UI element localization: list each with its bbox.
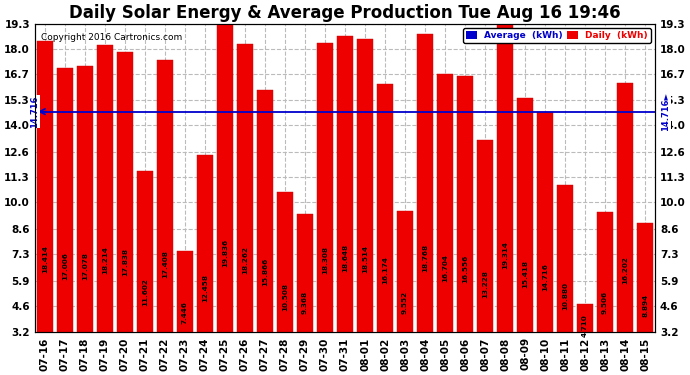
Text: 18.414: 18.414 xyxy=(42,246,48,273)
Text: 18.262: 18.262 xyxy=(242,246,248,274)
Bar xyxy=(257,90,273,333)
Text: 9.506: 9.506 xyxy=(602,291,608,314)
Bar xyxy=(577,303,593,333)
Bar xyxy=(617,83,633,333)
Text: 7.446: 7.446 xyxy=(182,301,188,324)
Text: Copyright 2016 Cartronics.com: Copyright 2016 Cartronics.com xyxy=(41,33,182,42)
Bar xyxy=(157,60,173,333)
Text: 14.716: 14.716 xyxy=(542,263,548,291)
Bar xyxy=(297,214,313,333)
Text: 18.768: 18.768 xyxy=(422,244,428,272)
Text: 16.174: 16.174 xyxy=(382,256,388,284)
Bar xyxy=(177,251,193,333)
Text: 16.202: 16.202 xyxy=(622,256,628,284)
Text: 18.648: 18.648 xyxy=(342,244,348,273)
Bar xyxy=(497,24,513,333)
Bar xyxy=(317,43,333,333)
Text: 17.408: 17.408 xyxy=(162,251,168,278)
Bar xyxy=(197,155,213,333)
Text: 19.314: 19.314 xyxy=(502,241,508,269)
Bar xyxy=(77,66,93,333)
Text: 17.838: 17.838 xyxy=(122,248,128,276)
Text: 18.514: 18.514 xyxy=(362,245,368,273)
Text: 11.602: 11.602 xyxy=(142,278,148,306)
Bar xyxy=(557,185,573,333)
Text: 16.556: 16.556 xyxy=(462,254,468,283)
Bar xyxy=(277,192,293,333)
Bar xyxy=(57,68,73,333)
Text: 13.228: 13.228 xyxy=(482,270,488,298)
Text: 9.552: 9.552 xyxy=(402,291,408,314)
Bar xyxy=(97,45,113,333)
Text: 10.508: 10.508 xyxy=(282,284,288,311)
Bar xyxy=(597,211,613,333)
Text: 8.894: 8.894 xyxy=(642,294,648,317)
Text: 14.716►: 14.716► xyxy=(661,92,670,131)
Text: 14.716: 14.716 xyxy=(30,95,39,128)
Text: 17.078: 17.078 xyxy=(82,252,88,280)
Text: 16.704: 16.704 xyxy=(442,254,448,282)
Text: 10.880: 10.880 xyxy=(562,282,568,310)
Text: 12.458: 12.458 xyxy=(202,274,208,302)
Bar xyxy=(417,34,433,333)
Text: 9.368: 9.368 xyxy=(302,291,308,315)
Bar xyxy=(637,223,653,333)
Text: 18.214: 18.214 xyxy=(102,246,108,274)
Bar xyxy=(517,98,533,333)
Text: 17.006: 17.006 xyxy=(62,252,68,280)
Bar xyxy=(357,39,373,333)
Text: 15.418: 15.418 xyxy=(522,260,528,288)
Bar xyxy=(337,36,353,333)
Bar xyxy=(477,140,493,333)
Text: 18.308: 18.308 xyxy=(322,246,328,274)
Title: Daily Solar Energy & Average Production Tue Aug 16 19:46: Daily Solar Energy & Average Production … xyxy=(69,4,621,22)
Bar xyxy=(397,211,413,333)
Bar xyxy=(137,171,153,333)
Text: 4.710: 4.710 xyxy=(582,314,588,337)
Bar xyxy=(237,44,253,333)
Legend: Average  (kWh), Daily  (kWh): Average (kWh), Daily (kWh) xyxy=(463,28,651,43)
Bar xyxy=(457,76,473,333)
Bar xyxy=(117,52,133,333)
Bar xyxy=(377,84,393,333)
Bar xyxy=(537,112,553,333)
Text: 19.836: 19.836 xyxy=(222,238,228,267)
Bar xyxy=(37,41,53,333)
Bar xyxy=(217,13,233,333)
Text: 15.866: 15.866 xyxy=(262,258,268,286)
Bar xyxy=(437,74,453,333)
